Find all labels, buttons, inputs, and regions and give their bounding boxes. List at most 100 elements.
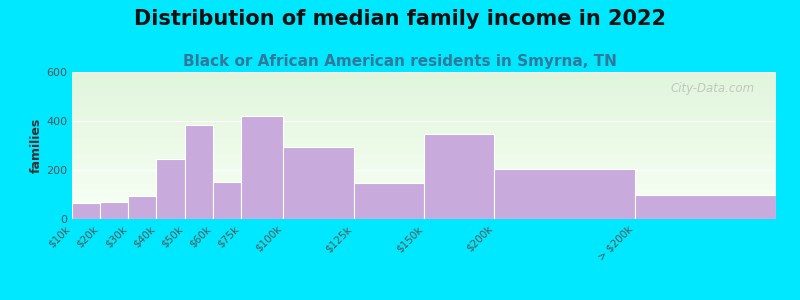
Bar bbox=[72, 137, 776, 138]
Bar bbox=[72, 201, 776, 203]
Bar bbox=[72, 125, 776, 126]
Bar bbox=[72, 181, 776, 182]
Bar bbox=[72, 85, 776, 87]
Bar bbox=[72, 146, 776, 147]
Bar bbox=[72, 153, 776, 154]
Bar bbox=[72, 132, 776, 134]
Bar bbox=[72, 84, 776, 85]
Bar bbox=[72, 179, 776, 181]
Bar bbox=[72, 140, 776, 141]
Bar bbox=[72, 135, 776, 137]
Bar bbox=[72, 213, 776, 214]
Bar bbox=[72, 144, 776, 146]
Y-axis label: families: families bbox=[30, 118, 43, 173]
Bar bbox=[72, 160, 776, 162]
Bar bbox=[185, 125, 213, 219]
Bar bbox=[72, 74, 776, 75]
Bar bbox=[72, 210, 776, 212]
Bar bbox=[72, 87, 776, 88]
Bar bbox=[72, 194, 776, 196]
Bar bbox=[72, 94, 776, 95]
Bar bbox=[72, 110, 776, 112]
Bar bbox=[72, 147, 776, 148]
Bar bbox=[72, 165, 776, 166]
Bar bbox=[72, 178, 776, 179]
Bar bbox=[72, 185, 776, 187]
Bar bbox=[72, 118, 776, 119]
Bar bbox=[72, 107, 776, 109]
Bar bbox=[72, 124, 776, 125]
Text: City-Data.com: City-Data.com bbox=[670, 82, 755, 95]
Bar bbox=[72, 203, 100, 219]
Bar bbox=[72, 197, 776, 198]
Bar bbox=[72, 218, 776, 219]
Bar bbox=[72, 193, 776, 194]
Bar bbox=[72, 184, 776, 185]
Bar bbox=[72, 152, 776, 153]
Bar bbox=[72, 200, 776, 201]
Bar bbox=[72, 209, 776, 210]
Bar bbox=[635, 194, 776, 219]
Bar bbox=[72, 90, 776, 91]
Bar bbox=[72, 196, 776, 197]
Bar bbox=[72, 138, 776, 140]
Text: Black or African American residents in Smyrna, TN: Black or African American residents in S… bbox=[183, 54, 617, 69]
Bar bbox=[72, 115, 776, 116]
Bar bbox=[72, 198, 776, 200]
Bar bbox=[72, 97, 776, 98]
Bar bbox=[72, 141, 776, 142]
Bar bbox=[72, 162, 776, 163]
Bar bbox=[72, 78, 776, 79]
Bar bbox=[283, 147, 354, 219]
Bar bbox=[72, 206, 776, 207]
Bar bbox=[72, 148, 776, 150]
Bar bbox=[72, 212, 776, 213]
Bar bbox=[72, 159, 776, 160]
Bar bbox=[72, 126, 776, 128]
Bar bbox=[72, 131, 776, 132]
Bar bbox=[72, 187, 776, 188]
Bar bbox=[72, 122, 776, 124]
Bar bbox=[72, 191, 776, 193]
Bar bbox=[494, 169, 635, 219]
Bar bbox=[72, 175, 776, 176]
Bar bbox=[72, 134, 776, 135]
Bar bbox=[72, 82, 776, 84]
Bar bbox=[72, 88, 776, 90]
Bar bbox=[213, 182, 241, 219]
Bar bbox=[72, 119, 776, 121]
Bar bbox=[72, 172, 776, 173]
Bar bbox=[72, 93, 776, 94]
Bar bbox=[72, 81, 776, 82]
Bar bbox=[72, 79, 776, 81]
Bar bbox=[72, 166, 776, 167]
Bar bbox=[72, 75, 776, 76]
Bar bbox=[72, 112, 776, 113]
Bar bbox=[72, 100, 776, 101]
Bar bbox=[72, 142, 776, 144]
Bar bbox=[72, 176, 776, 178]
Bar bbox=[72, 170, 776, 172]
Bar bbox=[72, 214, 776, 216]
Bar bbox=[100, 202, 128, 219]
Bar bbox=[72, 95, 776, 97]
Text: Distribution of median family income in 2022: Distribution of median family income in … bbox=[134, 9, 666, 29]
Bar bbox=[72, 129, 776, 131]
Bar bbox=[72, 113, 776, 115]
Bar bbox=[72, 121, 776, 122]
Bar bbox=[72, 163, 776, 165]
Bar bbox=[72, 72, 776, 74]
Bar bbox=[72, 173, 776, 175]
Bar bbox=[354, 184, 424, 219]
Bar bbox=[72, 190, 776, 191]
Bar bbox=[72, 154, 776, 156]
Bar bbox=[72, 182, 776, 184]
Bar bbox=[72, 106, 776, 107]
Bar bbox=[72, 156, 776, 157]
Bar bbox=[72, 188, 776, 190]
Bar bbox=[157, 159, 185, 219]
Bar bbox=[72, 98, 776, 100]
Bar bbox=[72, 76, 776, 78]
Bar bbox=[72, 167, 776, 169]
Bar bbox=[72, 109, 776, 110]
